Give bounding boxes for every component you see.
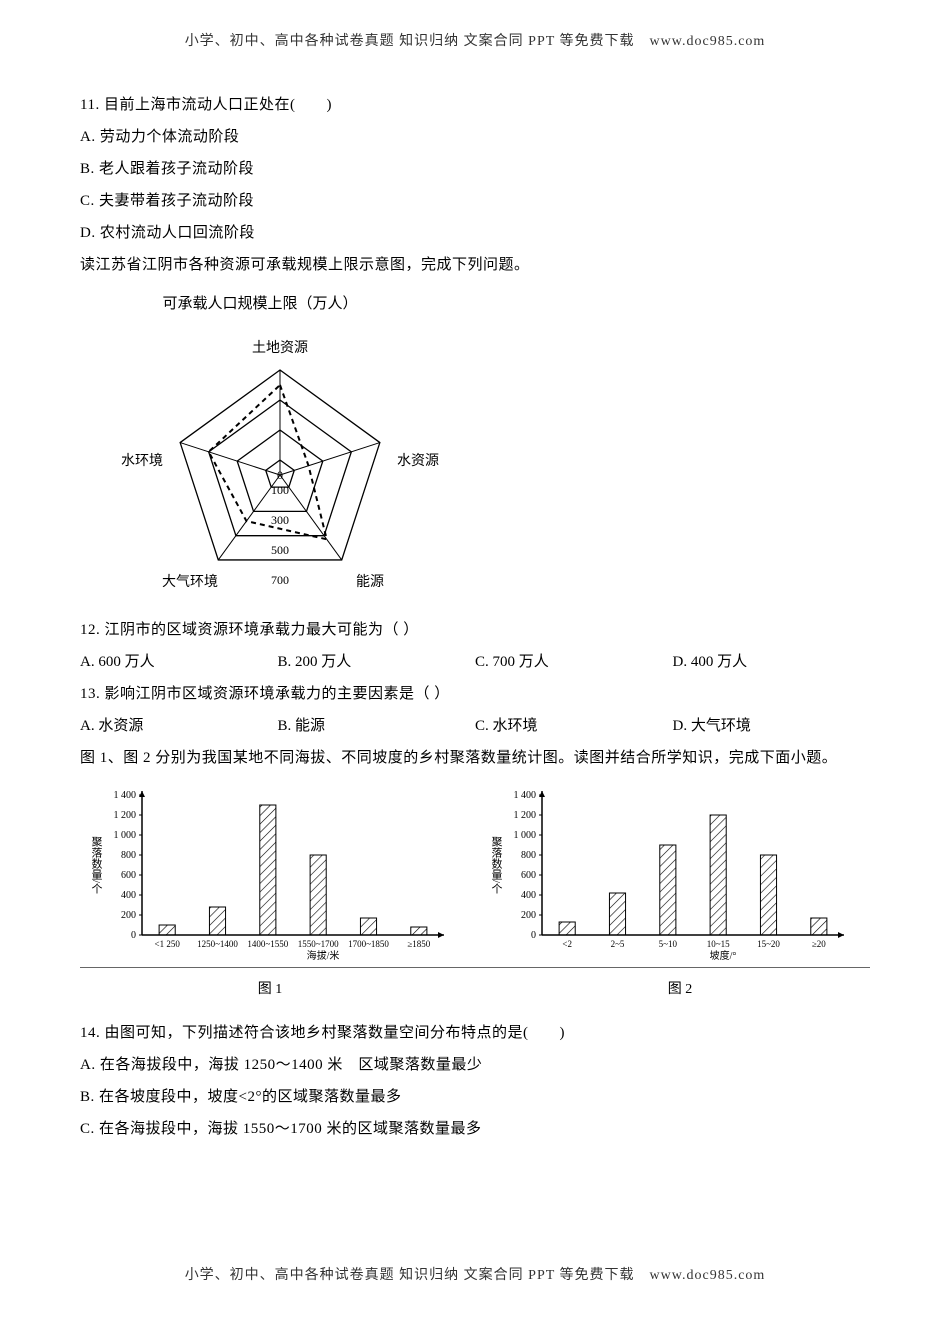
q12-opt-b: B. 200 万人 [278, 647, 476, 677]
svg-text:2~5: 2~5 [611, 939, 625, 949]
q14-stem: 14. 由图可知，下列描述符合该地乡村聚落数量空间分布特点的是( ) [80, 1018, 870, 1048]
page-footer: 小学、初中、高中各种试卷真题 知识归纳 文案合同 PPT 等免费下载 www.d… [80, 1264, 870, 1284]
svg-text:600: 600 [121, 870, 136, 881]
q13-options: A. 水资源 B. 能源 C. 水环境 D. 大气环境 [80, 711, 870, 741]
svg-text:10~15: 10~15 [707, 939, 730, 949]
svg-text:200: 200 [521, 910, 536, 921]
page: 小学、初中、高中各种试卷真题 知识归纳 文案合同 PPT 等免费下载 www.d… [0, 0, 950, 1344]
svg-text:1 400: 1 400 [514, 790, 537, 801]
q13-opt-b: B. 能源 [278, 711, 476, 741]
q11-stem: 11. 目前上海市流动人口正处在( ) [80, 90, 870, 120]
q12-opt-d: D. 400 万人 [673, 647, 871, 677]
svg-text:大气环境: 大气环境 [162, 574, 218, 590]
svg-text:800: 800 [521, 850, 536, 861]
svg-text:1250~1400: 1250~1400 [197, 939, 238, 949]
radar-chart: 可承载人口规模上限（万人） 0100 300 500 700 土地资源水资源能源 大气环境 水… [100, 290, 870, 605]
bar-captions: 图 1 图 2 [80, 978, 870, 998]
chart1-caption: 图 1 [80, 978, 460, 998]
bars-intro: 图 1、图 2 分别为我国某地不同海拔、不同坡度的乡村聚落数量统计图。读图并结合… [80, 743, 870, 773]
svg-text:0: 0 [277, 468, 283, 482]
q13-stem: 13. 影响江阴市区域资源环境承载力的主要因素是（ ） [80, 679, 870, 709]
svg-text:1 000: 1 000 [514, 830, 537, 841]
q14-opt-c: C. 在各海拔段中，海拔 1550～1700 米的区域聚落数量最多 [80, 1114, 870, 1144]
q14-opt-a: A. 在各海拔段中，海拔 1250～1400 米 区域聚落数量最少 [80, 1050, 870, 1080]
svg-text:5~10: 5~10 [659, 939, 678, 949]
svg-text:坡度/°: 坡度/° [710, 949, 737, 962]
svg-text:600: 600 [521, 870, 536, 881]
svg-text:0: 0 [531, 930, 536, 941]
q13-opt-c: C. 水环境 [475, 711, 673, 741]
svg-text:≥1850: ≥1850 [407, 939, 430, 949]
svg-text:700: 700 [271, 573, 289, 587]
radar-intro: 读江苏省江阴市各种资源可承载规模上限示意图，完成下列问题。 [80, 250, 870, 280]
page-header: 小学、初中、高中各种试卷真题 知识归纳 文案合同 PPT 等免费下载 www.d… [80, 30, 870, 50]
svg-text:500: 500 [271, 543, 289, 557]
svg-text:<2: <2 [562, 939, 572, 949]
svg-text:可承载人口规模上限（万人）: 可承载人口规模上限（万人） [162, 295, 357, 312]
svg-text:水环境: 水环境 [121, 453, 163, 469]
svg-text:1 200: 1 200 [514, 810, 537, 821]
q12-opt-a: A. 600 万人 [80, 647, 278, 677]
q13-opt-d: D. 大气环境 [673, 711, 871, 741]
svg-text:400: 400 [121, 890, 136, 901]
chart2-caption: 图 2 [490, 978, 870, 998]
bar-chart-1: 0 200 400 600 800 1 000 1 200 1 400 聚落数量/个 <1 250… [80, 783, 450, 963]
svg-text:1700~1850: 1700~1850 [348, 939, 389, 949]
svg-text:300: 300 [271, 513, 289, 527]
q12-options: A. 600 万人 B. 200 万人 C. 700 万人 D. 400 万人 [80, 647, 870, 677]
q14-opt-b: B. 在各坡度段中，坡度<2°的区域聚落数量最多 [80, 1082, 870, 1112]
svg-text:土地资源: 土地资源 [252, 340, 308, 356]
svg-text:800: 800 [121, 850, 136, 861]
q11-opt-b: B. 老人跟着孩子流动阶段 [80, 154, 870, 184]
svg-text:1 200: 1 200 [114, 810, 137, 821]
svg-text:聚落数量/个: 聚落数量/个 [90, 836, 103, 894]
svg-text:聚落数量/个: 聚落数量/个 [490, 836, 503, 894]
q12-stem: 12. 江阴市的区域资源环境承载力最大可能为（ ） [80, 615, 870, 645]
bar-chart-2: 0 200 400 600 800 1 000 1 200 1 400 聚落数量/个 <2 2~5 5… [480, 783, 850, 963]
svg-text:100: 100 [271, 483, 289, 497]
q11-opt-a: A. 劳动力个体流动阶段 [80, 122, 870, 152]
svg-text:1 000: 1 000 [114, 830, 137, 841]
svg-text:1400~1550: 1400~1550 [247, 939, 288, 949]
svg-text:0: 0 [131, 930, 136, 941]
svg-text:能源: 能源 [356, 574, 384, 590]
svg-text:15~20: 15~20 [757, 939, 780, 949]
q11-opt-c: C. 夫妻带着孩子流动阶段 [80, 186, 870, 216]
svg-text:<1 250: <1 250 [155, 939, 181, 949]
svg-text:400: 400 [521, 890, 536, 901]
svg-text:1 400: 1 400 [114, 790, 137, 801]
svg-text:水资源: 水资源 [397, 453, 439, 469]
svg-text:1550~1700: 1550~1700 [298, 939, 339, 949]
q12-opt-c: C. 700 万人 [475, 647, 673, 677]
svg-text:≥20: ≥20 [812, 939, 826, 949]
svg-text:海拔/米: 海拔/米 [307, 949, 340, 962]
q13-opt-a: A. 水资源 [80, 711, 278, 741]
svg-text:200: 200 [121, 910, 136, 921]
bar-charts-row: 0 200 400 600 800 1 000 1 200 1 400 聚落数量/个 <1 250… [80, 783, 870, 968]
q11-opt-d: D. 农村流动人口回流阶段 [80, 218, 870, 248]
